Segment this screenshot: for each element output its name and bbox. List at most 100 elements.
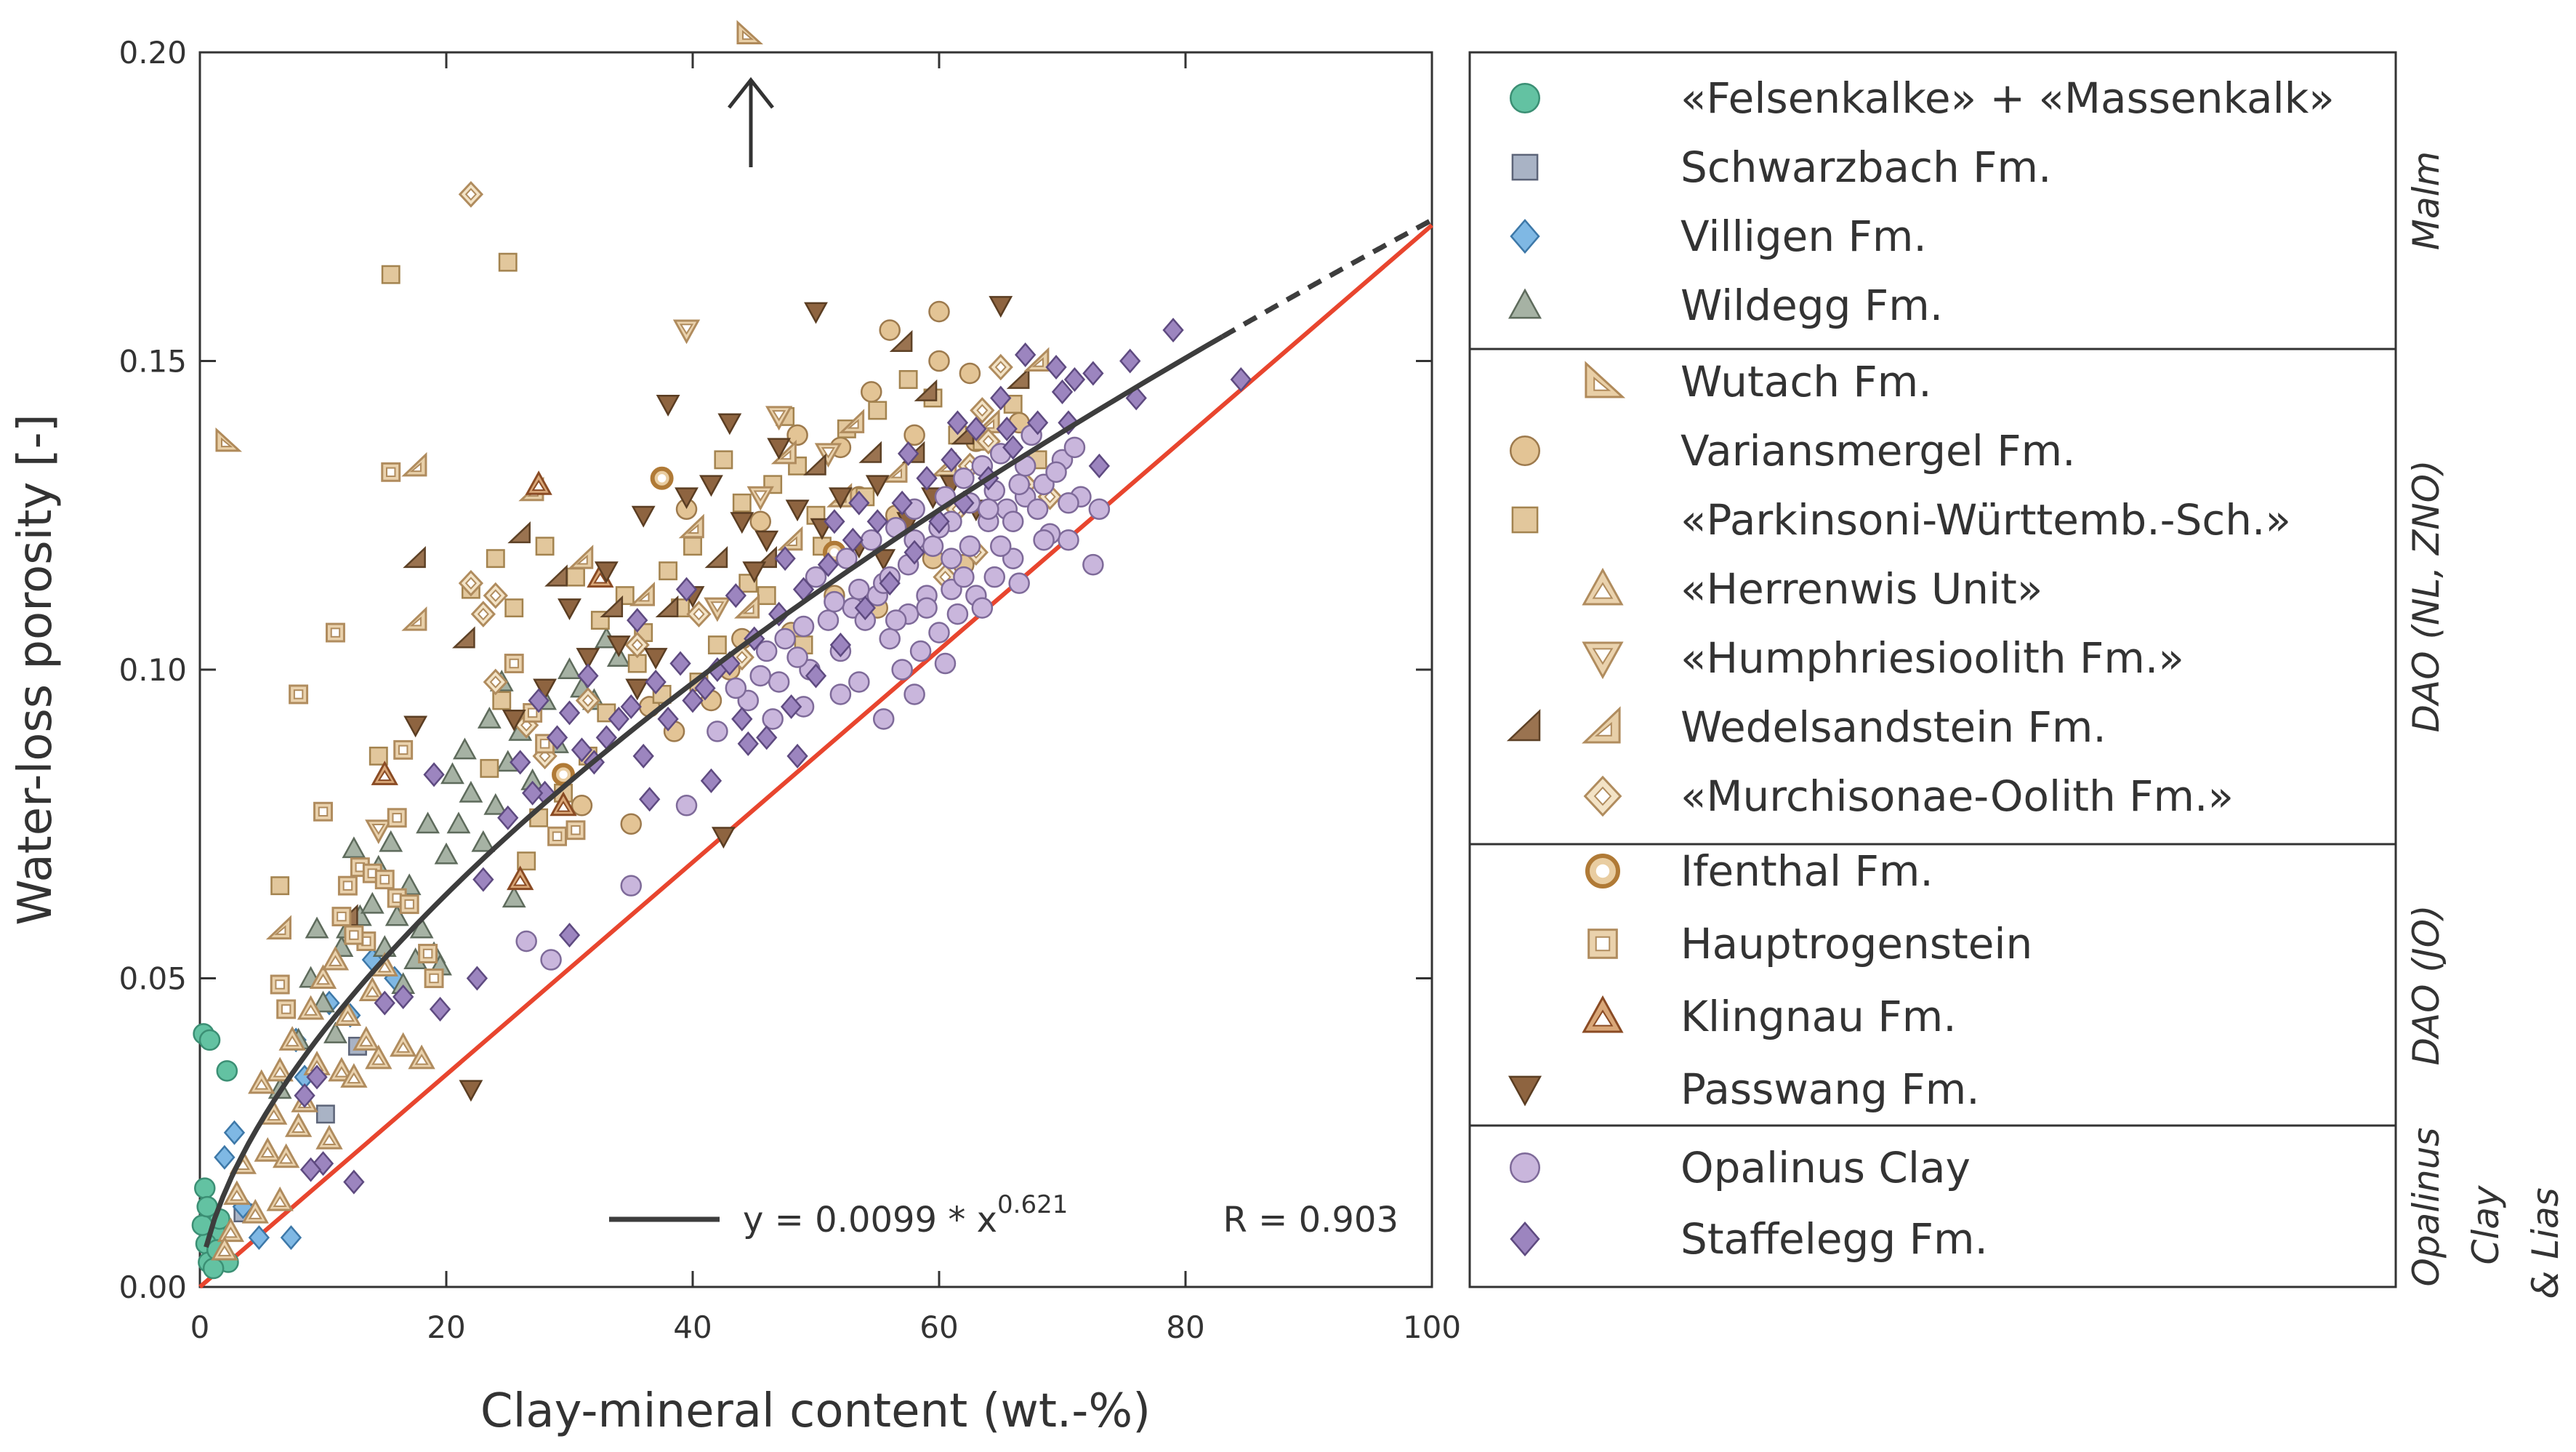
data-point: [842, 527, 864, 553]
legend-marker-shape: [1511, 506, 1539, 534]
legend-marker: [1582, 995, 1624, 1033]
data-point-shape: [577, 663, 599, 689]
data-point: [882, 458, 908, 483]
legend-marker-shape: [1511, 153, 1539, 181]
data-point-shape: [742, 603, 754, 614]
fit-equation: y = 0.0099 * x0.621: [743, 1190, 1068, 1240]
data-point-shape: [1119, 348, 1141, 374]
data-point-shape: [679, 324, 694, 335]
data-point: [483, 793, 508, 815]
data-point: [369, 746, 388, 766]
data-point: [756, 725, 778, 750]
data-point: [571, 795, 593, 817]
data-point-shape: [707, 721, 728, 742]
data-point-shape: [558, 700, 581, 726]
data-point: [749, 510, 771, 533]
data-point: [645, 669, 667, 694]
data-point-shape: [882, 458, 908, 483]
data-point-shape: [347, 1072, 361, 1084]
data-point-shape: [903, 540, 925, 565]
data-point: [792, 615, 815, 638]
data-point: [632, 743, 654, 769]
data-point-shape: [786, 646, 808, 668]
data-point: [817, 609, 840, 631]
data-point: [446, 811, 471, 834]
data-point-shape: [423, 762, 445, 787]
legend-marker: [1510, 219, 1540, 254]
legend-marker: [1509, 435, 1541, 467]
legend-marker-shape: [1510, 219, 1540, 254]
data-point: [381, 462, 401, 482]
data-point-shape: [1031, 357, 1044, 367]
legend-marker-shape: [1592, 648, 1614, 665]
legend-entry: Staffelegg Fm.: [1510, 1214, 1988, 1264]
data-point-shape: [675, 487, 699, 510]
data-point: [885, 609, 907, 631]
data-point: [678, 513, 704, 539]
data-point-shape: [581, 694, 595, 707]
data-point: [459, 780, 483, 803]
data-point-shape: [571, 737, 593, 763]
data-point-shape: [631, 638, 643, 651]
data-point: [429, 996, 451, 1022]
data-point: [528, 688, 550, 713]
data-point: [1162, 318, 1184, 343]
data-point-shape: [934, 652, 957, 675]
legend-marker: [1506, 709, 1541, 742]
data-point-shape: [669, 651, 691, 676]
data-point-shape: [821, 447, 836, 459]
data-point-shape: [786, 424, 808, 446]
data-point: [371, 952, 398, 977]
legend-group-label: DAO (JO): [2405, 905, 2447, 1065]
legend-marker-shape: [1593, 786, 1612, 806]
data-point-shape: [216, 1060, 238, 1082]
data-point-shape: [872, 549, 896, 571]
data-point: [311, 990, 335, 1013]
data-point: [978, 498, 999, 521]
data-point-shape: [982, 419, 995, 429]
data-point-shape: [639, 787, 661, 812]
data-point-shape: [571, 795, 593, 817]
legend-entry: Villigen Fm.: [1510, 212, 1927, 261]
legend-entry: Ifenthal Fm.: [1585, 846, 1933, 896]
data-point-shape: [528, 688, 550, 713]
data-point: [507, 865, 534, 891]
data-point-shape: [847, 419, 859, 429]
data-point-shape: [1014, 342, 1037, 368]
data-point: [861, 381, 882, 403]
data-point-shape: [340, 1010, 355, 1022]
data-point: [659, 561, 678, 581]
data-point-shape: [594, 561, 619, 584]
data-point: [594, 561, 619, 584]
data-point-shape: [655, 595, 679, 618]
data-point: [540, 949, 562, 971]
data-point-shape: [608, 706, 629, 731]
data-point-shape: [274, 925, 286, 935]
data-point-shape: [946, 603, 969, 625]
data-point: [401, 452, 427, 477]
data-point: [879, 319, 901, 341]
data-point: [343, 1169, 365, 1195]
series-16: [294, 318, 1252, 1195]
data-point: [309, 964, 337, 989]
data-point: [765, 406, 793, 431]
data-point-shape: [637, 591, 650, 602]
data-point-shape: [401, 452, 427, 477]
legend-entry: Wutach Fm.: [1585, 357, 1932, 406]
data-point-shape: [472, 867, 494, 892]
data-point: [393, 739, 414, 760]
data-point-shape: [861, 529, 882, 551]
data-point: [643, 648, 668, 670]
data-point: [280, 1225, 302, 1251]
data-point-shape: [675, 795, 698, 817]
data-point: [266, 1056, 294, 1082]
data-point: [767, 438, 792, 460]
data-point: [629, 582, 655, 606]
legend-marker: [1582, 706, 1621, 744]
data-point: [321, 945, 350, 971]
legend-marker-shape: [1593, 376, 1611, 391]
fit-curve: [204, 334, 1224, 1248]
data-point: [194, 1177, 216, 1199]
data-point-shape: [489, 589, 502, 602]
data-point-shape: [866, 509, 888, 534]
